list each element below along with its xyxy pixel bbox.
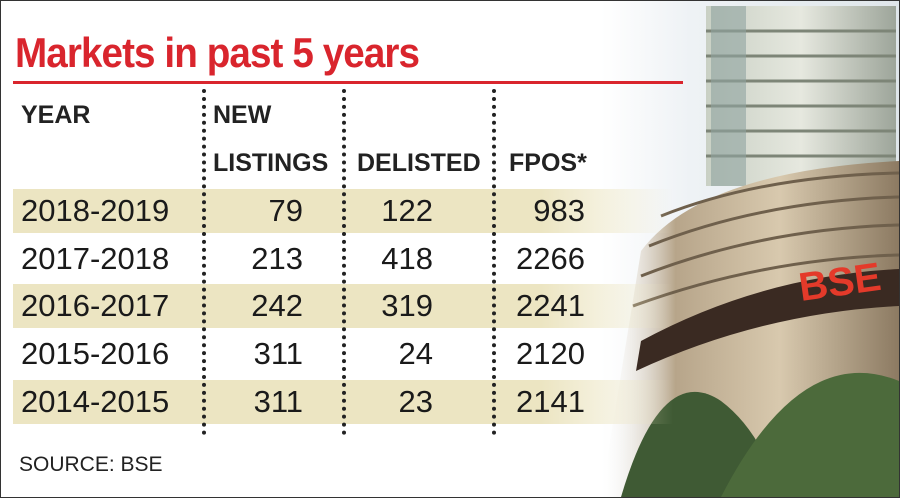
title-rule: [13, 81, 683, 84]
value-cell: 122: [381, 193, 433, 228]
header-cell: NEW LISTINGS: [213, 101, 329, 177]
year-cell: 2015-2016: [21, 336, 170, 371]
value-cell: 2241: [516, 288, 585, 323]
column-divider: [202, 89, 206, 435]
title: Markets in past 5 years: [15, 29, 420, 76]
value-cell: 2266: [516, 241, 585, 276]
source: SOURCE: BSE: [19, 453, 163, 476]
year-cell: 2014-2015: [21, 384, 170, 419]
value-cell: 2141: [516, 384, 585, 419]
value-cell: 23: [398, 384, 433, 419]
header-cell: FPOS*: [509, 149, 587, 177]
header-cell: YEAR: [21, 101, 91, 129]
value-cell: 311: [253, 384, 303, 419]
value-cell: 24: [398, 336, 433, 371]
value-cell: 2120: [516, 336, 585, 371]
column-divider: [342, 89, 346, 435]
value-cell: 242: [251, 288, 303, 323]
value-cell: 319: [381, 288, 433, 323]
value-cell: 79: [268, 193, 303, 228]
value-cell: 418: [381, 241, 433, 276]
table-row: 2015-2016 311 24 2120: [13, 332, 673, 376]
year-cell: 2017-2018: [21, 241, 170, 276]
table-row: 2017-2018 213 418 2266: [13, 237, 673, 281]
value-cell: 983: [533, 193, 585, 228]
column-divider: [492, 89, 496, 435]
year-cell: 2018-2019: [21, 193, 170, 228]
value-cell: 311: [253, 336, 303, 371]
header-cell: DELISTED: [357, 149, 481, 177]
value-cell: 213: [251, 241, 303, 276]
year-cell: 2016-2017: [21, 288, 170, 323]
